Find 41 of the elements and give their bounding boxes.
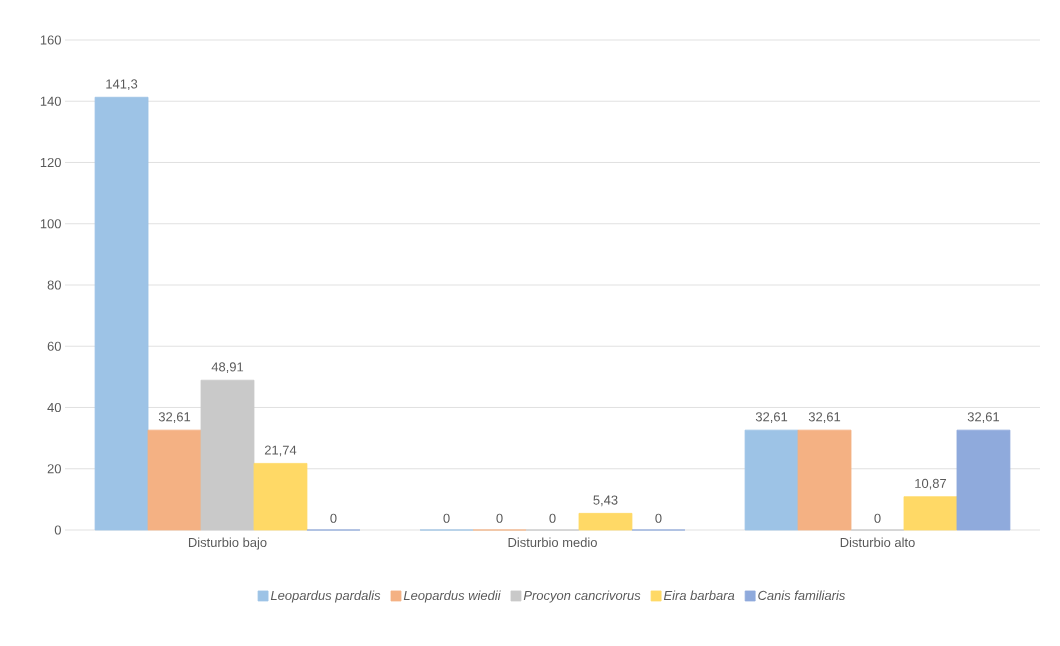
legend-label: Procyon cancrivorus xyxy=(523,590,641,603)
y-tick-label: 140 xyxy=(40,96,61,106)
x-tick-label: Disturbio medio xyxy=(508,537,597,548)
y-tick-label: 60 xyxy=(47,341,61,351)
data-label: 48,91 xyxy=(211,362,244,374)
bar xyxy=(797,429,852,531)
data-label: 0 xyxy=(330,513,337,523)
bar xyxy=(578,512,633,531)
y-tick-label: 20 xyxy=(47,464,61,474)
data-label: 32,61 xyxy=(808,412,841,423)
y-tick-label: 160 xyxy=(40,35,61,45)
x-tick-label: Disturbio bajo xyxy=(188,537,267,550)
legend-label: Leopardus pardalis xyxy=(270,590,381,603)
bar xyxy=(94,96,149,531)
bar xyxy=(200,379,255,531)
data-label: 32,61 xyxy=(755,412,788,423)
data-label: 10,87 xyxy=(915,478,947,490)
bar xyxy=(903,496,958,531)
x-tick-label: Disturbio alto xyxy=(840,537,915,548)
data-label: 0 xyxy=(874,513,881,523)
bar xyxy=(147,429,202,531)
legend-label: Eira barbara xyxy=(663,590,735,601)
data-label: 0 xyxy=(496,513,503,523)
data-label: 32,61 xyxy=(967,412,1000,423)
bar xyxy=(744,429,799,531)
y-tick-label: 80 xyxy=(47,280,61,290)
bar xyxy=(956,429,1011,531)
data-label: 21,74 xyxy=(264,445,297,457)
y-tick-label: 120 xyxy=(40,157,61,168)
legend-label: Canis familiaris xyxy=(758,590,846,601)
data-label: 32,61 xyxy=(158,412,191,423)
data-label: 141,3 xyxy=(106,79,138,91)
y-tick-label: 100 xyxy=(40,219,61,229)
bar xyxy=(253,463,308,531)
data-label: 5,43 xyxy=(593,495,618,507)
y-tick-label: 0 xyxy=(54,525,61,535)
data-label: 0 xyxy=(549,513,556,523)
data-label: 0 xyxy=(443,513,450,523)
legend-label: Leopardus wiedii xyxy=(403,590,501,603)
data-label: 0 xyxy=(655,513,662,523)
y-tick-label: 40 xyxy=(47,402,61,413)
